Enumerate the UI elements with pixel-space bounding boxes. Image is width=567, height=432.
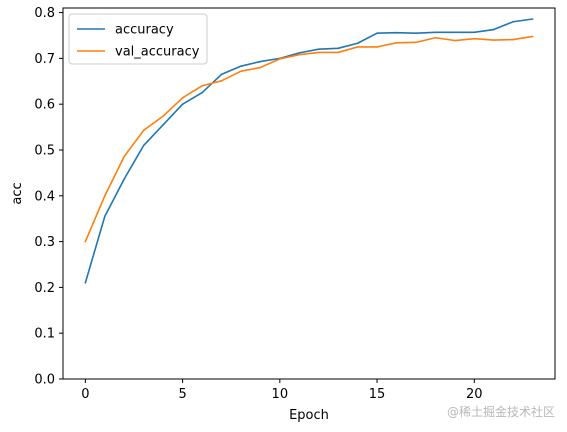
data-point-val-accuracy: [220, 80, 223, 82]
watermark: @稀土掘金技术社区: [446, 405, 555, 419]
data-point-val-accuracy: [512, 38, 514, 41]
data-point-accuracy: [337, 47, 339, 50]
data-point-val-accuracy: [337, 51, 339, 54]
data-point-val-accuracy: [279, 58, 281, 60]
data-point-accuracy: [492, 28, 495, 31]
data-point-accuracy: [356, 42, 359, 45]
data-point-val-accuracy: [415, 41, 417, 44]
data-point-accuracy: [434, 31, 437, 34]
series-layer: [84, 18, 534, 284]
data-point-accuracy: [376, 32, 378, 34]
y-tick-label: 0.5: [34, 143, 55, 158]
data-point-accuracy: [104, 215, 106, 218]
data-point-accuracy: [220, 73, 223, 76]
data-point-val-accuracy: [434, 36, 437, 39]
series-line-val-accuracy: [84, 35, 533, 242]
x-axis-label: Epoch: [289, 408, 329, 423]
data-point-val-accuracy: [492, 39, 495, 41]
y-tick-label: 0.4: [34, 189, 55, 204]
data-point-val-accuracy: [454, 39, 456, 42]
data-point-accuracy: [123, 178, 126, 180]
y-tick-label: 0.6: [34, 98, 55, 113]
y-axis-label: acc: [10, 182, 25, 204]
data-point-val-accuracy: [395, 42, 398, 44]
series-line-accuracy: [84, 18, 533, 284]
x-tick-label: 10: [272, 387, 289, 402]
y-tick-label: 0.3: [34, 235, 55, 250]
legend-label: val_accuracy: [115, 45, 200, 60]
data-point-val-accuracy: [201, 85, 203, 87]
data-point-accuracy: [454, 31, 456, 34]
data-point-val-accuracy: [84, 240, 87, 243]
y-tick-label: 0.0: [34, 373, 55, 388]
data-point-accuracy: [473, 31, 476, 34]
data-point-accuracy: [181, 103, 184, 105]
data-point-val-accuracy: [142, 129, 145, 132]
ticks-layer: 0 5 10 15 20 0.0 0.1 0.2 0.3 0.4 0.5 0.6 0.7 0.8: [34, 6, 482, 402]
data-point-val-accuracy: [104, 194, 106, 197]
data-point-accuracy: [317, 48, 320, 51]
data-point-val-accuracy: [317, 51, 320, 54]
data-point-accuracy: [415, 32, 417, 34]
x-tick-label: 20: [466, 387, 483, 402]
data-point-accuracy: [259, 60, 262, 63]
data-point-accuracy: [395, 31, 398, 34]
data-point-accuracy: [298, 52, 301, 54]
y-tick-label: 0.7: [34, 52, 55, 67]
data-point-val-accuracy: [531, 35, 534, 38]
y-tick-label: 0.8: [34, 6, 55, 21]
data-point-accuracy: [162, 123, 164, 126]
data-point-accuracy: [512, 20, 514, 23]
data-point-val-accuracy: [298, 53, 301, 56]
legend-label: accuracy: [115, 23, 174, 38]
data-point-val-accuracy: [376, 46, 378, 48]
data-point-val-accuracy: [123, 155, 126, 158]
data-point-accuracy: [84, 282, 87, 284]
data-point-val-accuracy: [356, 46, 359, 48]
data-point-val-accuracy: [181, 96, 184, 99]
data-point-val-accuracy: [240, 70, 242, 73]
data-point-accuracy: [201, 91, 203, 94]
plot-frame: [62, 7, 556, 380]
x-tick-label: 15: [369, 387, 386, 402]
y-tick-label: 0.1: [34, 327, 55, 342]
x-tick-label: 5: [178, 387, 186, 402]
data-point-val-accuracy: [473, 37, 476, 40]
x-tick-label: 0: [81, 387, 89, 402]
data-point-accuracy: [531, 18, 534, 20]
y-tick-label: 0.2: [34, 281, 55, 296]
data-point-accuracy: [240, 65, 242, 67]
legend: accuracy val_accuracy: [68, 13, 208, 65]
data-point-val-accuracy: [162, 115, 164, 117]
data-point-accuracy: [142, 144, 145, 147]
data-point-val-accuracy: [259, 66, 262, 69]
